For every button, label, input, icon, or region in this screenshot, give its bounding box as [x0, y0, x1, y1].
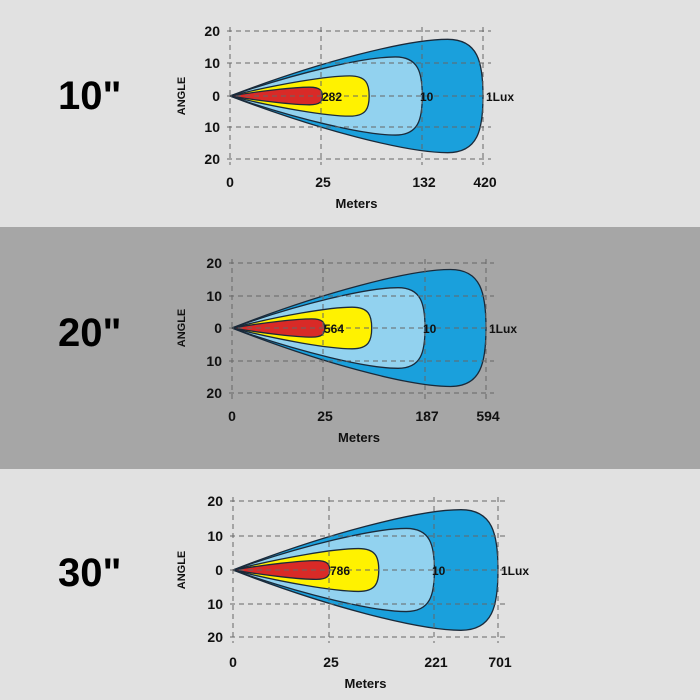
y-axis-label: ANGLE — [176, 309, 188, 348]
y-tick-label: 10 — [206, 353, 222, 369]
x-tick-label: 25 — [317, 408, 333, 424]
beam-chart-2: 20 10 0 10 20 0 25 221 701 Meters ANGLE 786 10 1Lux — [176, 493, 529, 691]
x-tick-label: 132 — [412, 174, 436, 190]
contour-label-outer: 1Lux — [501, 564, 529, 578]
beam-chart-0: 20 10 0 10 20 0 25 132 420 Meters ANGLE 282 10 1Lux — [176, 23, 514, 211]
beam-chart-1: 20 10 0 10 20 0 25 187 594 Meters ANGLE 564 10 1Lux — [176, 255, 517, 445]
contour-label-inner: 282 — [322, 90, 342, 104]
size-label: 20" — [58, 311, 122, 355]
y-tick-label: 0 — [214, 320, 222, 336]
x-tick-label: 594 — [476, 408, 500, 424]
x-axis-label: Meters — [338, 430, 380, 445]
contour-label-mid: 10 — [432, 564, 446, 578]
contour-label-inner: 564 — [324, 322, 344, 336]
y-tick-label: 20 — [204, 23, 220, 39]
x-tick-label: 25 — [323, 654, 339, 670]
y-tick-label: 20 — [206, 255, 222, 271]
y-tick-label: 10 — [204, 55, 220, 71]
panel-20-inch: 20" — [0, 227, 700, 469]
x-tick-label: 221 — [424, 654, 448, 670]
y-axis-label: ANGLE — [176, 551, 188, 590]
y-tick-label: 20 — [207, 493, 223, 509]
size-label: 10" — [58, 74, 122, 118]
y-tick-label: 10 — [206, 288, 222, 304]
contour-label-mid: 10 — [420, 90, 434, 104]
x-tick-label: 0 — [226, 174, 234, 190]
x-tick-label: 25 — [315, 174, 331, 190]
y-tick-label: 20 — [207, 629, 223, 645]
x-axis-label: Meters — [336, 196, 378, 211]
contour-label-mid: 10 — [423, 322, 437, 336]
contour-label-outer: 1Lux — [486, 90, 514, 104]
y-tick-label: 0 — [212, 88, 220, 104]
y-tick-label: 0 — [215, 562, 223, 578]
contour-label-outer: 1Lux — [489, 322, 517, 336]
y-tick-label: 10 — [204, 119, 220, 135]
y-tick-label: 10 — [207, 596, 223, 612]
y-tick-label: 20 — [206, 385, 222, 401]
x-tick-label: 187 — [415, 408, 439, 424]
size-label: 30" — [58, 551, 122, 595]
x-tick-label: 701 — [488, 654, 512, 670]
y-tick-label: 10 — [207, 528, 223, 544]
y-tick-label: 20 — [204, 151, 220, 167]
x-tick-label: 0 — [228, 408, 236, 424]
y-axis-label: ANGLE — [176, 77, 188, 116]
x-tick-label: 0 — [229, 654, 237, 670]
x-tick-label: 420 — [473, 174, 497, 190]
contour-label-inner: 786 — [330, 564, 350, 578]
x-axis-label: Meters — [345, 676, 387, 691]
